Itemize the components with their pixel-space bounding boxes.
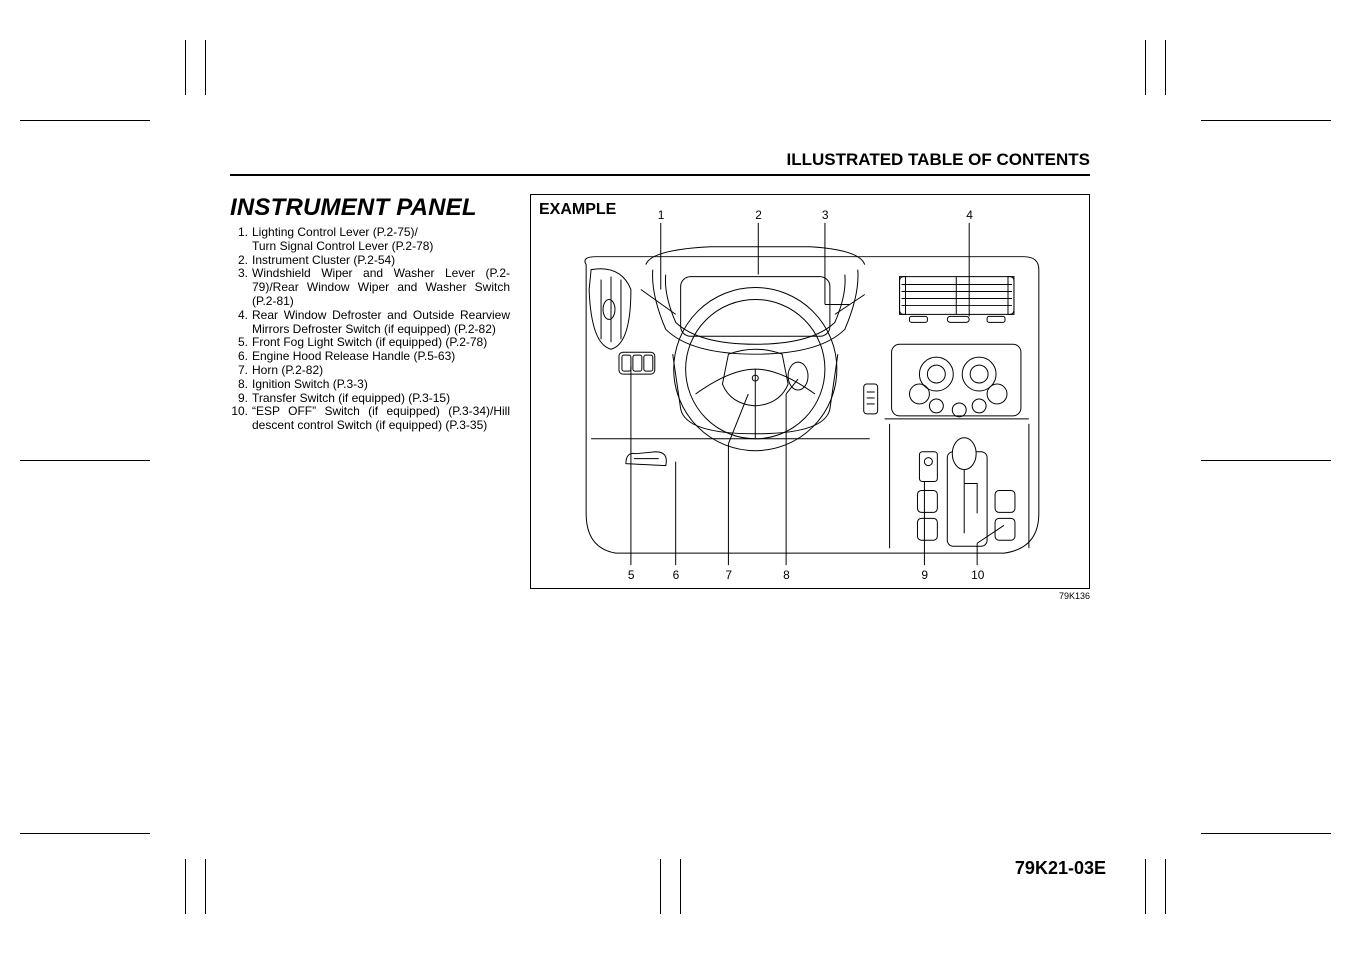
page-footer-code: 79K21-03E (1015, 858, 1106, 879)
callout-4: 4 (966, 208, 973, 222)
item-text: Engine Hood Release Handle (P.5-63) (252, 350, 510, 364)
item-number: 7. (230, 364, 252, 378)
crop-mark (1201, 120, 1331, 121)
item-number: 8. (230, 378, 252, 392)
item-text: “ESP OFF” Switch (if equipped) (P.3-34)/… (252, 405, 510, 433)
two-column-layout: INSTRUMENT PANEL 1.Lighting Control Leve… (230, 194, 1090, 601)
callout-9: 9 (921, 568, 928, 582)
crop-mark (185, 859, 186, 914)
crop-mark (185, 40, 186, 95)
item-text: Instrument Cluster (P.2-54) (252, 254, 510, 268)
list-item: 8.Ignition Switch (P.3-3) (230, 378, 510, 392)
list-item: 9.Transfer Switch (if equipped) (P.3-15) (230, 392, 510, 406)
list-item: 10.“ESP OFF” Switch (if equipped) (P.3-3… (230, 405, 510, 433)
list-item: 7.Horn (P.2-82) (230, 364, 510, 378)
callout-7: 7 (725, 568, 732, 582)
item-number: 3. (230, 267, 252, 308)
crop-mark (20, 460, 150, 461)
crop-mark (660, 859, 661, 914)
crop-mark (205, 859, 206, 914)
item-text: Ignition Switch (P.3-3) (252, 378, 510, 392)
instrument-panel-list: 1.Lighting Control Lever (P.2-75)/Turn S… (230, 226, 510, 433)
crop-mark (680, 859, 681, 914)
item-text: Horn (P.2-82) (252, 364, 510, 378)
section-title: INSTRUMENT PANEL (230, 194, 510, 222)
running-head: ILLUSTRATED TABLE OF CONTENTS (230, 150, 1090, 176)
figure-column: EXAMPLE (530, 194, 1090, 601)
page-content: ILLUSTRATED TABLE OF CONTENTS INSTRUMENT… (230, 150, 1090, 601)
crop-mark (20, 833, 150, 834)
crop-mark (1145, 40, 1146, 95)
callout-8: 8 (783, 568, 790, 582)
crop-mark (1145, 859, 1146, 914)
instrument-panel-figure: EXAMPLE (530, 194, 1090, 589)
list-item: 6.Engine Hood Release Handle (P.5-63) (230, 350, 510, 364)
callout-3: 3 (822, 208, 829, 222)
item-text: Front Fog Light Switch (if equipped) (P.… (252, 336, 510, 350)
item-number: 4. (230, 309, 252, 337)
item-number: 1. (230, 226, 252, 254)
crop-mark (1165, 40, 1166, 95)
dashboard-diagram: 1 2 3 4 5 6 7 8 9 10 (531, 195, 1089, 588)
item-text: Transfer Switch (if equipped) (P.3-15) (252, 392, 510, 406)
callout-2: 2 (755, 208, 762, 222)
item-number: 5. (230, 336, 252, 350)
callout-6: 6 (673, 568, 680, 582)
item-number: 10. (230, 405, 252, 433)
figure-reference: 79K136 (1059, 591, 1090, 601)
crop-mark (205, 40, 206, 95)
item-number: 6. (230, 350, 252, 364)
list-item: 1.Lighting Control Lever (P.2-75)/Turn S… (230, 226, 510, 254)
callout-5: 5 (628, 568, 635, 582)
crop-mark (20, 120, 150, 121)
crop-mark (1201, 460, 1331, 461)
callout-10: 10 (971, 568, 985, 582)
item-number: 2. (230, 254, 252, 268)
text-column: INSTRUMENT PANEL 1.Lighting Control Leve… (230, 194, 510, 601)
list-item: 3.Windshield Wiper and Washer Lever (P.2… (230, 267, 510, 308)
item-text: Windshield Wiper and Washer Lever (P.2-7… (252, 267, 510, 308)
crop-mark (1201, 833, 1331, 834)
item-text: Rear Window Defroster and Outside Rearvi… (252, 309, 510, 337)
list-item: 4.Rear Window Defroster and Outside Rear… (230, 309, 510, 337)
item-number: 9. (230, 392, 252, 406)
crop-mark (1165, 859, 1166, 914)
callout-1: 1 (658, 208, 665, 222)
list-item: 5.Front Fog Light Switch (if equipped) (… (230, 336, 510, 350)
item-text: Lighting Control Lever (P.2-75)/Turn Sig… (252, 226, 510, 254)
list-item: 2.Instrument Cluster (P.2-54) (230, 254, 510, 268)
